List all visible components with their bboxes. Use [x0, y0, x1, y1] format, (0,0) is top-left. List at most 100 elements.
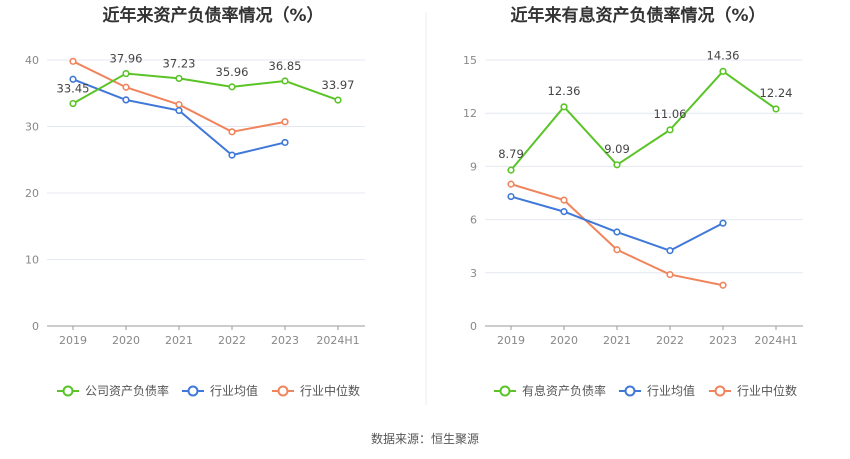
series-company-line	[510, 70, 777, 171]
x-tick-label: 2023	[709, 334, 737, 347]
series-company-point	[560, 103, 568, 111]
series-layer	[507, 67, 780, 289]
data-label: 8.79	[498, 147, 524, 161]
data-label: 14.36	[707, 48, 740, 62]
legend-item-industry-avg: 行业均值	[182, 383, 258, 398]
series-company-point	[228, 83, 236, 91]
data-label: 37.96	[110, 52, 143, 66]
x-tick-label: 2022	[218, 334, 246, 347]
legend: 公司资产负债率 行业均值 行业中位数	[57, 383, 360, 398]
series-company-point	[122, 69, 130, 78]
data-source: 数据来源：恒生聚源	[371, 431, 479, 446]
legend-item-industry-avg: 行业均值	[619, 383, 695, 398]
data-label: 9.09	[604, 142, 630, 156]
x-tick-label: 2020	[112, 334, 140, 347]
y-tick-label: 3	[470, 267, 477, 280]
legend-label: 有息资产负债率	[522, 383, 606, 398]
legend-item-company: 有息资产负债率	[494, 383, 606, 398]
legend-label: 行业均值	[210, 383, 258, 398]
series-industry-median-point	[666, 270, 674, 279]
series-industry-avg-point	[175, 106, 183, 115]
series-company-line	[72, 72, 339, 105]
legend-label: 公司资产负债率	[85, 383, 169, 398]
y-tick-label: 40	[25, 54, 39, 67]
series-company-point	[666, 126, 674, 134]
series-industry-median-point	[719, 281, 727, 289]
legend-swatch-marker	[277, 385, 289, 397]
axes	[485, 325, 803, 330]
legend-item-industry-median: 行业中位数	[272, 383, 360, 398]
series-company-point	[507, 166, 515, 174]
chart-title: 近年来有息资产负债率情况（%）	[510, 5, 765, 26]
legend-swatch-marker	[62, 385, 74, 397]
legend-swatch-marker	[187, 385, 199, 397]
series-industry-median-point	[613, 246, 621, 254]
chart-title: 近年来资产负债率情况（%）	[102, 5, 323, 26]
series-company-point	[69, 99, 77, 108]
data-label: 11.06	[654, 107, 687, 121]
series-industry-median-point	[507, 180, 515, 188]
data-label: 35.96	[216, 65, 249, 79]
legend-label: 行业中位数	[737, 383, 797, 398]
series-industry-median-point	[560, 196, 568, 204]
data-label: 33.45	[57, 82, 90, 96]
legend-label: 行业中位数	[300, 383, 360, 398]
legend-label: 行业均值	[647, 383, 695, 398]
x-tick-label: 2019	[59, 334, 87, 347]
grid-lines	[47, 59, 365, 260]
x-tick-labels: 2019 2020 2021 2022 2023 2024H1	[497, 334, 798, 347]
series-industry-median-point	[122, 83, 130, 91]
legend-swatch-marker	[624, 385, 636, 397]
x-tick-label: 2021	[165, 334, 193, 347]
series-company-point	[175, 74, 183, 83]
y-tick-labels: 0 3 6 9 12 15	[463, 54, 477, 333]
series-industry-avg-point	[281, 138, 289, 147]
series-industry-avg-line	[510, 195, 724, 252]
series-company-point	[613, 161, 621, 169]
data-labels: 33.45 37.96 37.23 35.96 36.85 33.97	[57, 52, 355, 96]
legend-swatch-marker	[714, 385, 726, 397]
data-label: 33.97	[322, 78, 355, 92]
data-label: 37.23	[163, 56, 196, 70]
series-industry-median-point	[69, 57, 77, 65]
y-tick-label: 10	[25, 254, 39, 267]
legend-item-industry-median: 行业中位数	[709, 383, 797, 398]
axes	[47, 325, 365, 330]
chart-interest-debt-ratio: 近年来有息资产负债率情况（%） 0 3 6 9 12 15 2019 2020 2021 202…	[463, 5, 803, 398]
series-company-point	[719, 67, 727, 75]
data-label: 12.24	[760, 86, 793, 100]
series-industry-avg-point	[613, 228, 621, 236]
series-company-point	[334, 96, 342, 104]
y-tick-label: 15	[463, 54, 477, 67]
data-labels: 8.79 12.36 9.09 11.06 14.36 12.24	[498, 48, 792, 161]
y-tick-label: 12	[463, 107, 477, 120]
y-tick-label: 9	[470, 160, 477, 173]
series-industry-avg-point	[507, 192, 515, 201]
x-tick-labels: 2019 2020 2021 2022 2023 2024H1	[59, 334, 360, 347]
x-tick-label: 2024H1	[754, 334, 797, 347]
y-tick-label: 20	[25, 187, 39, 200]
x-tick-label: 2022	[656, 334, 684, 347]
series-company-point	[772, 105, 780, 113]
series-industry-avg-point	[560, 208, 568, 216]
series-industry-avg-line	[72, 78, 286, 157]
x-tick-label: 2020	[550, 334, 578, 347]
data-label: 12.36	[548, 84, 581, 98]
legend: 有息资产负债率 行业均值 行业中位数	[494, 383, 797, 398]
x-tick-label: 2021	[603, 334, 631, 347]
series-industry-median-point	[228, 128, 236, 136]
y-tick-label: 0	[470, 320, 477, 333]
y-tick-label: 30	[25, 121, 39, 134]
series-industry-median-point	[175, 100, 183, 109]
chart-debt-ratio: 近年来资产负债率情况（%） 0 10 20 30 40 2019 2020 2021 2022…	[25, 5, 365, 398]
series-industry-avg-point	[69, 75, 77, 83]
data-label: 36.85	[269, 59, 302, 73]
y-tick-label: 6	[470, 214, 477, 227]
series-industry-avg-point	[719, 219, 727, 227]
series-industry-avg-point	[666, 247, 674, 255]
y-tick-label: 0	[32, 320, 39, 333]
y-tick-labels: 0 10 20 30 40	[25, 54, 39, 333]
series-industry-median-line	[72, 60, 286, 133]
grid-lines	[485, 59, 803, 274]
